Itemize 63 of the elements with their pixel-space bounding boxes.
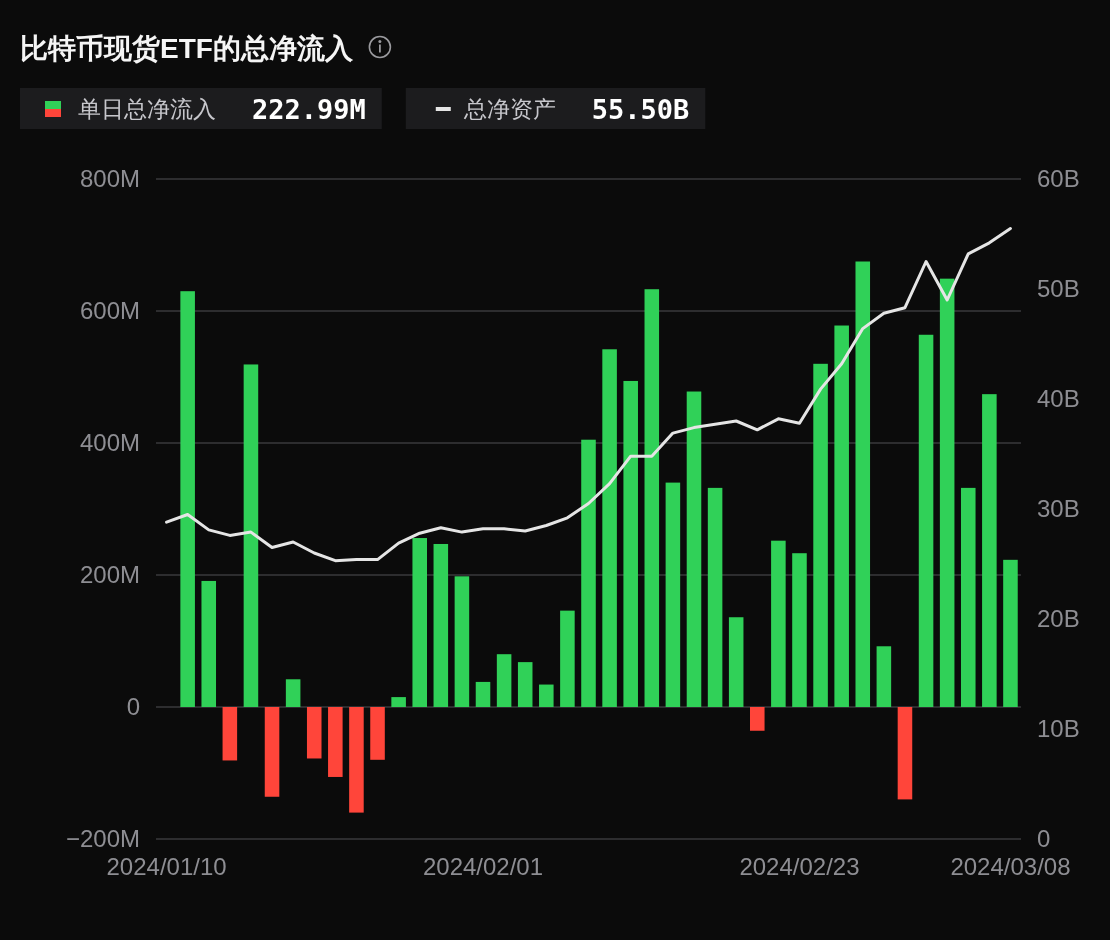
bar — [222, 707, 238, 761]
bar — [454, 576, 470, 707]
bar — [876, 646, 892, 707]
bar — [792, 553, 807, 707]
line-series — [165, 227, 1012, 563]
y-tick-label: 600M — [79, 297, 140, 325]
y2-tick-label: 50B — [1037, 275, 1080, 303]
bar — [285, 679, 301, 707]
y-tick-label: 200M — [79, 561, 140, 589]
bar — [1003, 559, 1018, 707]
bar — [328, 707, 343, 777]
bar — [496, 654, 512, 707]
y2-tick-label: 20B — [1037, 605, 1080, 633]
bar — [771, 540, 786, 707]
bar — [960, 487, 976, 707]
text: 55.50B — [591, 94, 690, 125]
bar — [918, 334, 934, 707]
bar — [581, 439, 596, 707]
bar — [475, 681, 491, 707]
y2-tick-label: 30B — [1037, 495, 1080, 523]
bar — [370, 707, 385, 760]
y-tick-label: 0 — [126, 693, 140, 721]
bar — [539, 684, 554, 707]
y-tick-label: 800M — [79, 165, 140, 193]
bar — [391, 697, 406, 707]
bar — [686, 391, 702, 707]
bar — [433, 543, 449, 707]
bar — [243, 364, 259, 707]
y2-tick-label: 40B — [1037, 385, 1080, 413]
bar — [750, 707, 765, 731]
bar — [517, 662, 533, 707]
legend-label: 总净资产 — [462, 96, 556, 122]
bar — [623, 380, 638, 707]
bar — [264, 707, 280, 797]
bar — [939, 278, 955, 707]
bar — [834, 325, 849, 707]
text: 222.99M — [251, 94, 366, 125]
bar — [306, 707, 322, 759]
bar — [349, 707, 364, 813]
bar — [201, 580, 217, 707]
bar — [855, 261, 871, 707]
chart-title: 比特币现货ETF的总净流入 — [20, 33, 354, 64]
bar — [897, 707, 913, 800]
x-tick-label: 2024/02/01 — [422, 853, 544, 880]
bar — [665, 482, 681, 707]
bar — [707, 487, 723, 707]
y2-tick-label: 10B — [1037, 715, 1080, 743]
y-tick-label: −200M — [65, 825, 140, 853]
legend-label: 单日总净流入 — [78, 96, 216, 122]
bar — [982, 394, 997, 707]
bar — [644, 289, 660, 707]
y2-tick-label: 60B — [1037, 165, 1080, 193]
x-tick-label: 2024/01/10 — [106, 853, 227, 880]
x-tick-label: 2024/03/08 — [950, 853, 1071, 880]
y-tick-label: 400M — [79, 429, 140, 457]
bar — [180, 291, 195, 707]
bar — [412, 538, 427, 707]
bar — [560, 610, 575, 707]
bar — [813, 363, 828, 707]
x-tick-label: 2024/02/23 — [739, 853, 860, 880]
bar — [728, 617, 744, 707]
y2-tick-label: 0 — [1037, 825, 1051, 853]
bar — [602, 349, 617, 707]
